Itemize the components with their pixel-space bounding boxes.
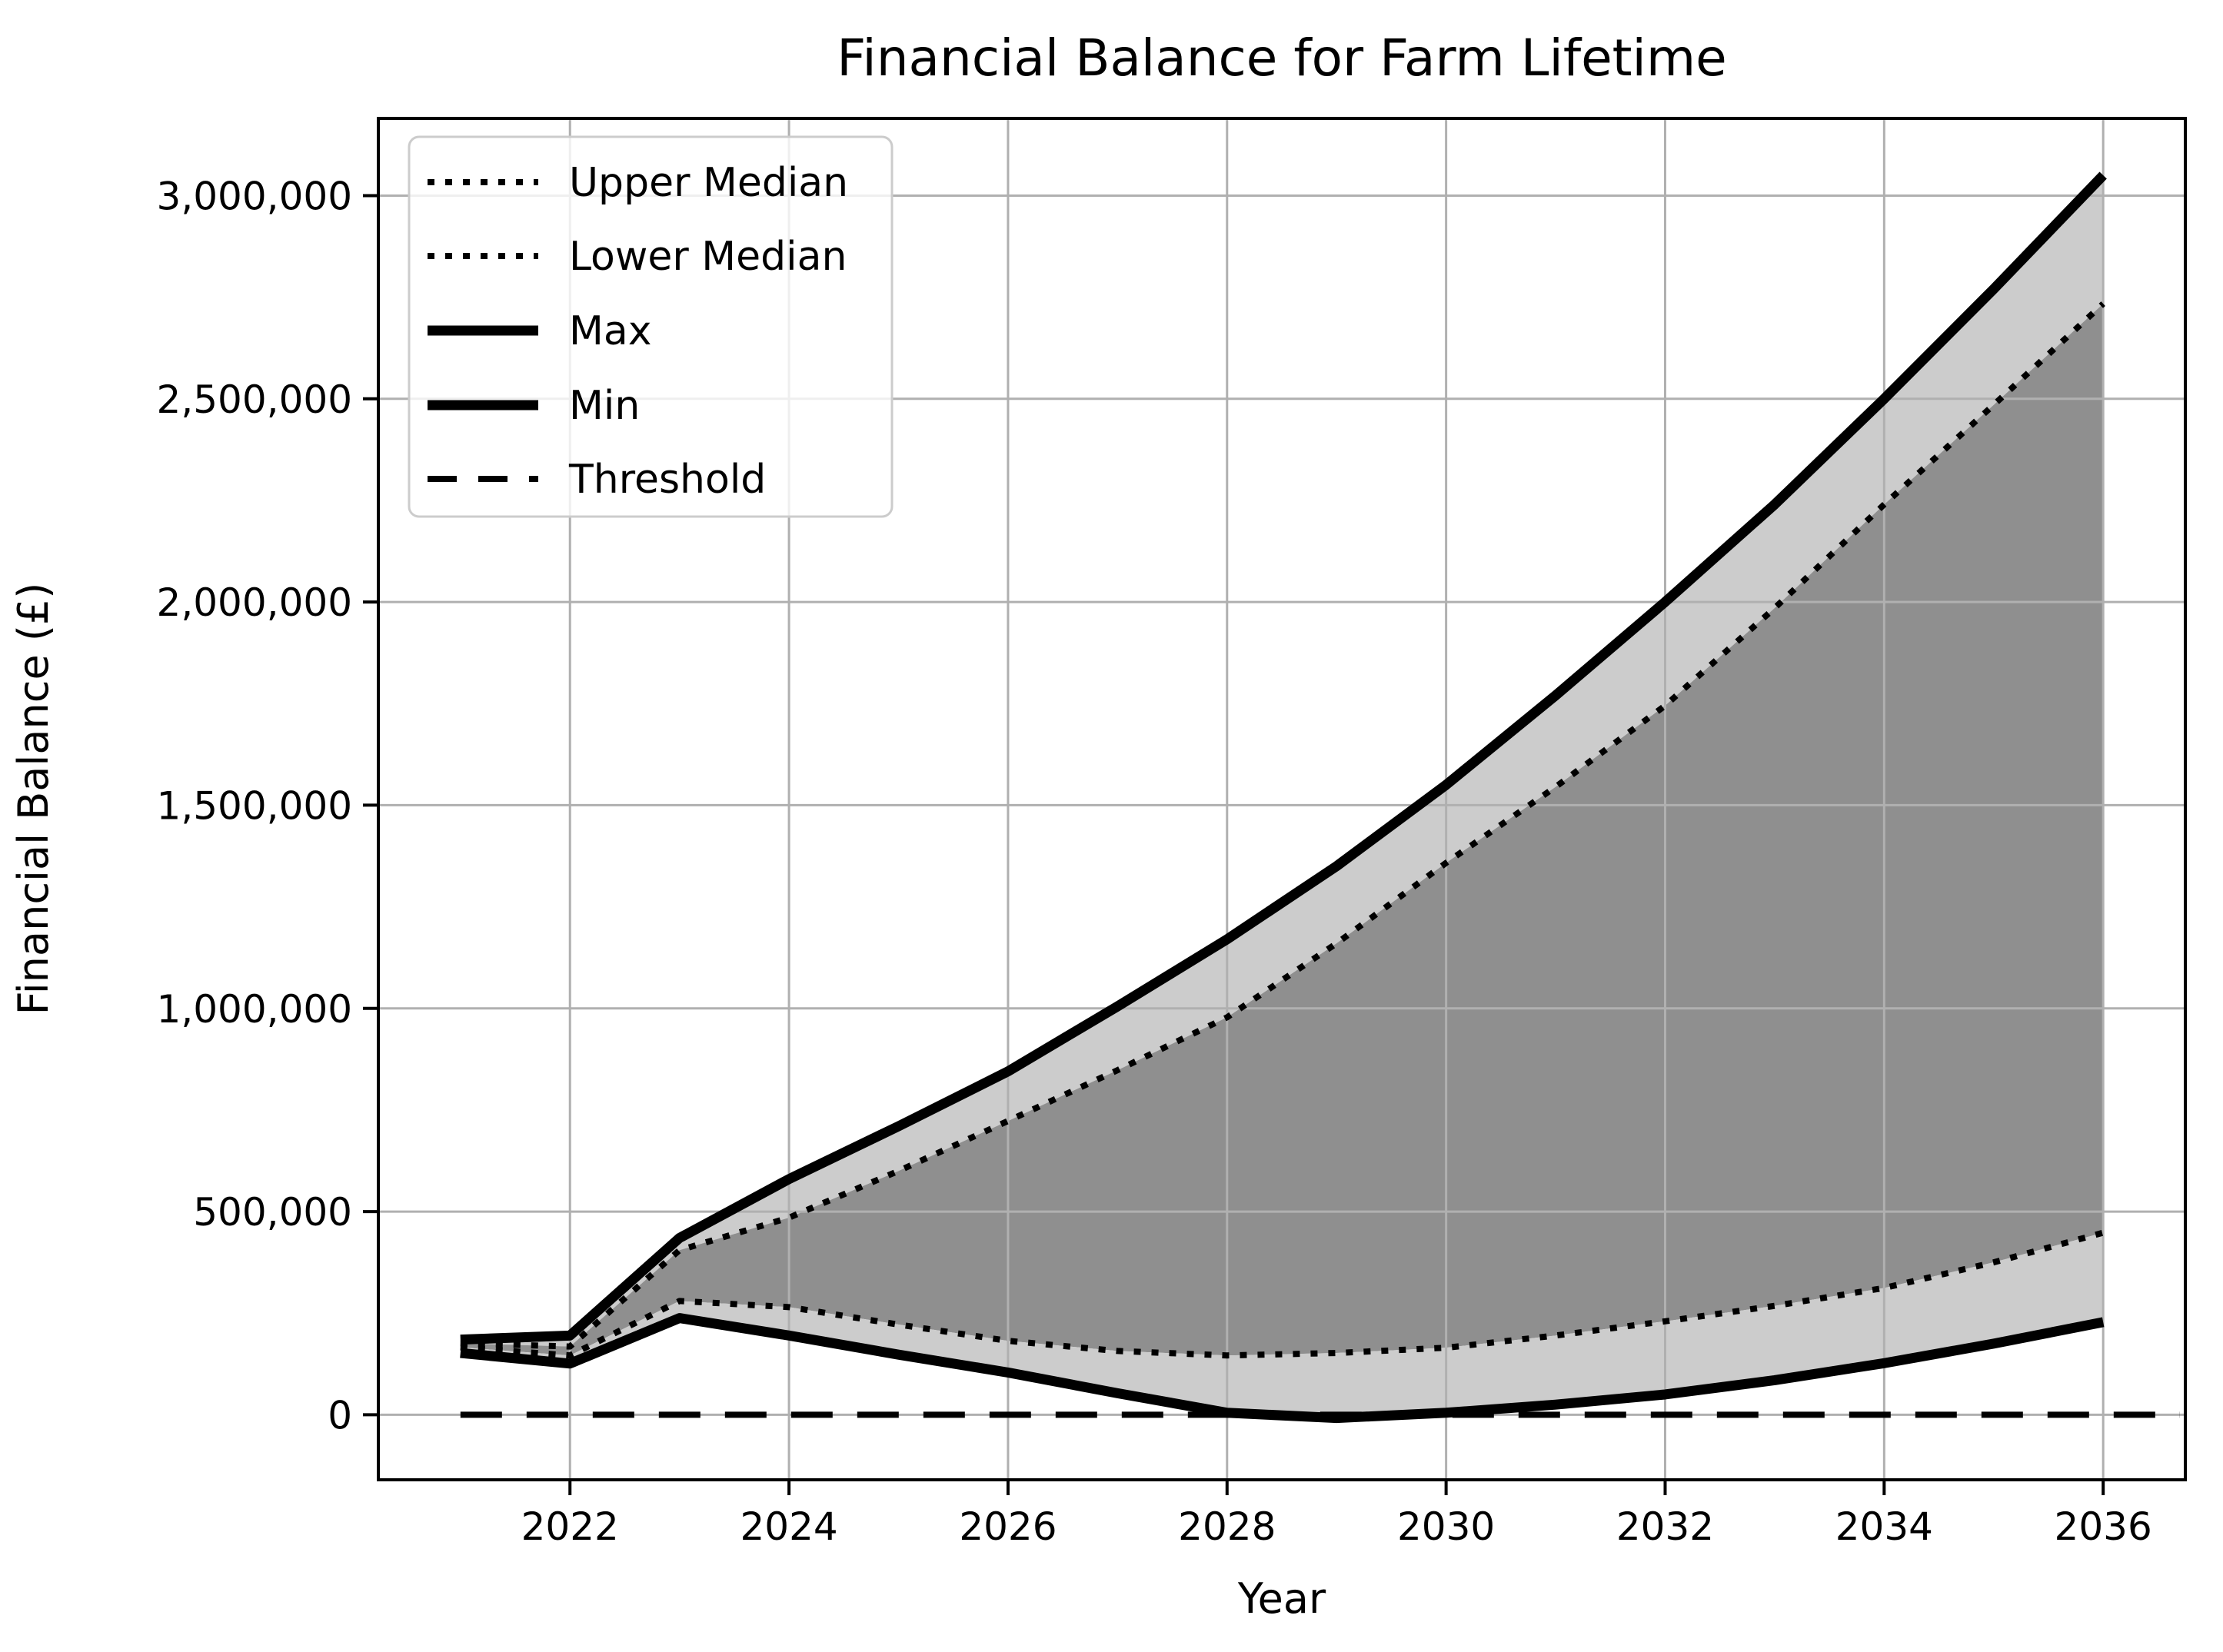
legend-entry-max: Max — [569, 308, 652, 354]
ytick-label-3000000: 3,000,000 — [157, 174, 352, 218]
axes-frame — [377, 117, 2187, 1481]
ytick-label-2000000: 2,000,000 — [157, 580, 352, 625]
max-line — [460, 171, 2107, 1345]
xtick-label-2028: 2028 — [1178, 1504, 1276, 1549]
xtick-label-2026: 2026 — [959, 1504, 1057, 1549]
xtick-label-2022: 2022 — [521, 1504, 619, 1549]
ytick-label-0: 0 — [328, 1393, 352, 1438]
upper-median-line — [460, 301, 2105, 1350]
tick-marks — [363, 194, 2105, 1495]
legend-entry-min: Min — [569, 383, 640, 429]
ytick-label-1500000: 1,500,000 — [157, 783, 352, 828]
band-1 — [460, 304, 2104, 1356]
x-axis-label: Year — [1237, 1574, 1326, 1623]
min-line — [460, 1313, 2105, 1424]
xtick-label-2036: 2036 — [2055, 1504, 2152, 1549]
band-2 — [460, 1232, 2104, 1418]
tick-labels: 2022 2024 2026 2028 2030 2032 2034 2036 0 500,000… — [157, 174, 2152, 1549]
lower-median-line — [460, 1229, 2105, 1359]
xtick-label-2032: 2032 — [1616, 1504, 1714, 1549]
shaded-bands — [460, 175, 2104, 1418]
legend-entry-threshold: Threshold — [568, 457, 766, 503]
xtick-label-2024: 2024 — [740, 1504, 837, 1549]
xtick-label-2034: 2034 — [1835, 1504, 1933, 1549]
y-axis-label: Financial Balance (£) — [9, 583, 58, 1015]
legend-entry-upper-median: Upper Median — [569, 160, 848, 206]
legend-entry-lower-median: Lower Median — [569, 234, 847, 280]
chart-title: Financial Balance for Farm Lifetime — [837, 28, 1727, 88]
ytick-label-1000000: 1,000,000 — [157, 987, 352, 1032]
plot-frame — [377, 117, 2187, 1481]
legend-box — [408, 135, 894, 518]
ytick-label-2500000: 2,500,000 — [157, 377, 352, 422]
xtick-label-2030: 2030 — [1397, 1504, 1495, 1549]
ytick-label-500000: 500,000 — [193, 1190, 352, 1235]
data-lines — [460, 171, 2107, 1424]
legend: Upper Median Lower Median Max Min Thresh… — [408, 135, 894, 518]
